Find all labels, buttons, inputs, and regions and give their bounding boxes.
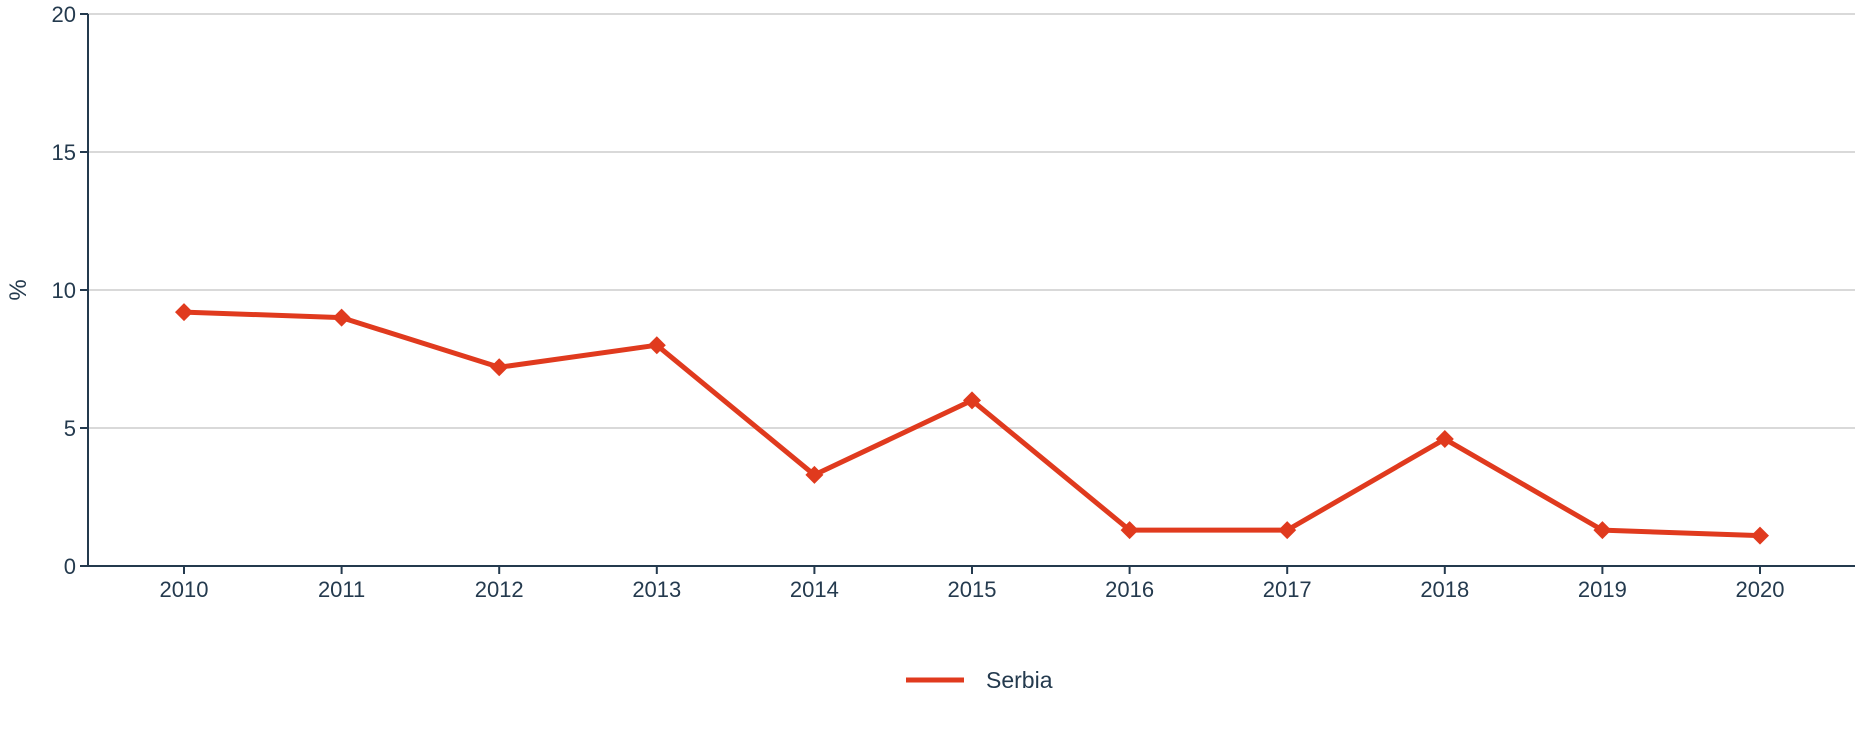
data-point-2012[interactable] — [490, 358, 509, 377]
y-axis-title: % — [5, 279, 32, 300]
x-tick-label: 2017 — [1263, 577, 1312, 602]
data-point-2016[interactable] — [1120, 521, 1139, 540]
data-point-2014[interactable] — [805, 465, 824, 484]
data-point-2019[interactable] — [1593, 521, 1612, 540]
data-point-2015[interactable] — [963, 391, 981, 410]
y-tick-label: 20 — [52, 2, 76, 27]
data-point-2010[interactable] — [175, 303, 193, 322]
y-tick-label: 5 — [64, 416, 76, 441]
data-point-2020[interactable] — [1751, 526, 1769, 545]
series-line-serbia — [181, 309, 1763, 539]
x-tick-labels: 2010 2011 2012 2013 2014 2015 2016 2017 2018 2019… — [160, 566, 1785, 602]
legend-label: Serbia — [986, 667, 1053, 693]
x-tick-label: 2018 — [1420, 577, 1469, 602]
x-tick-label: 2010 — [160, 577, 209, 602]
x-tick-label: 2020 — [1736, 577, 1785, 602]
gridlines — [88, 13, 1855, 429]
data-point-2011[interactable] — [332, 308, 351, 327]
x-tick-label: 2014 — [790, 577, 839, 602]
y-tick-label: 0 — [64, 554, 76, 579]
legend[interactable]: Serbia — [906, 667, 1053, 693]
x-tick-label: 2013 — [632, 577, 681, 602]
x-tick-label: 2012 — [475, 577, 524, 602]
x-tick-label: 2015 — [948, 577, 997, 602]
y-tick-label: 10 — [52, 278, 76, 303]
series — [175, 303, 1769, 545]
y-tick-label: 15 — [52, 140, 76, 165]
data-point-2018[interactable] — [1435, 430, 1454, 449]
y-tick-labels: 0 5 10 15 20 — [52, 2, 88, 579]
data-point-2017[interactable] — [1278, 521, 1297, 540]
data-point-2013[interactable] — [647, 336, 666, 355]
x-tick-label: 2011 — [318, 577, 365, 602]
x-tick-label: 2019 — [1578, 577, 1627, 602]
x-tick-label: 2016 — [1105, 577, 1154, 602]
